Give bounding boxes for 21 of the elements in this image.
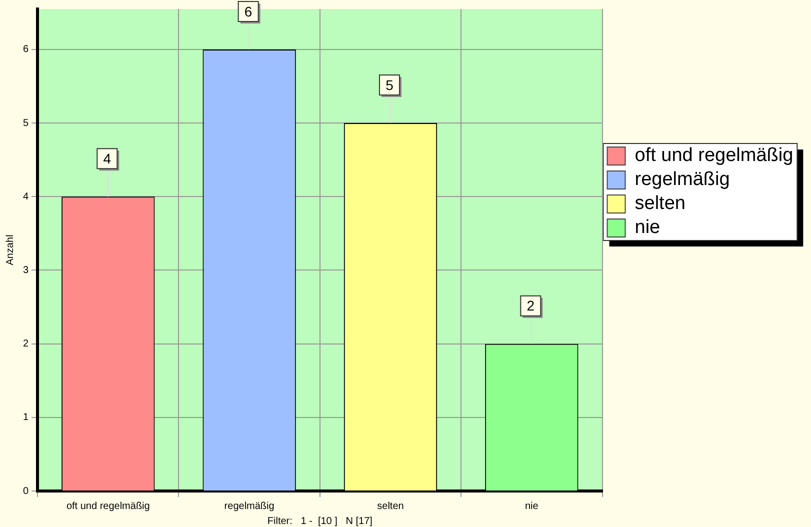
x-tick-label: nie bbox=[524, 500, 539, 512]
legend-label: nie bbox=[634, 217, 660, 238]
data-label: 2 bbox=[526, 298, 535, 314]
y-tick-label: 1 bbox=[23, 412, 29, 424]
y-tick-label: 0 bbox=[23, 486, 29, 497]
data-label: 5 bbox=[386, 76, 394, 93]
y-axis-title: Anzahl bbox=[4, 234, 16, 266]
x-tick-label: oft und regelmäßig bbox=[66, 500, 150, 512]
legend-label: selten bbox=[634, 193, 686, 214]
y-tick-label: 5 bbox=[23, 118, 29, 129]
data-label: 4 bbox=[103, 150, 112, 167]
x-tick-label: selten bbox=[377, 500, 404, 512]
y-tick-label: 3 bbox=[23, 264, 29, 276]
legend-label: regelmäßig bbox=[634, 169, 730, 190]
data-label: 6 bbox=[244, 3, 252, 20]
x-tick-label: regelmäßig bbox=[224, 500, 274, 512]
legend-label: oft und regelmäßig bbox=[634, 145, 794, 166]
y-tick-label: 4 bbox=[23, 191, 29, 202]
y-tick-label: 2 bbox=[23, 338, 29, 350]
y-tick-label: 6 bbox=[23, 44, 29, 56]
x-axis-title: Filter: 1 - [10 ] N [17] bbox=[267, 516, 373, 527]
